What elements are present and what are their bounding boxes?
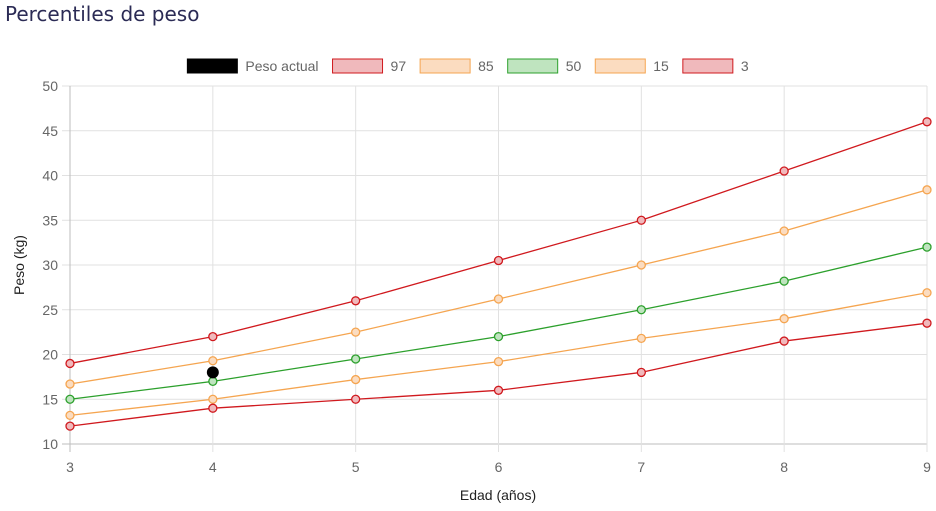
y-tick-label: 40 [42,168,58,184]
data-point [493,255,504,266]
series-3 [65,318,932,431]
legend-swatch [594,58,646,74]
legend-item-15[interactable]: 15 [594,58,669,74]
legend-item-peso-actual[interactable]: Peso actual [186,58,319,74]
data-point [65,358,75,369]
data-point [493,357,504,367]
data-point [208,394,218,404]
legend-swatch [186,58,238,74]
y-tick-label: 10 [42,436,58,452]
series-97 [65,117,932,369]
data-point [65,394,75,404]
data-point [636,260,646,270]
x-axis-title: Edad (años) [460,487,536,503]
legend-label: 50 [566,58,582,74]
data-point [493,385,504,395]
x-tick-label: 7 [637,459,645,475]
legend-item-97[interactable]: 97 [332,58,407,74]
data-point [208,376,218,387]
y-tick-label: 20 [42,347,58,363]
data-point [65,421,75,431]
x-tick-label: 3 [66,459,74,475]
data-point [922,185,932,195]
legend-item-85[interactable]: 85 [419,58,494,74]
data-point [779,314,789,324]
data-point [351,374,361,385]
data-point [65,379,75,389]
legend[interactable]: Peso actual 97 85 50 15 3 [186,58,749,74]
data-point [636,215,646,225]
y-tick-label: 45 [42,123,58,139]
x-tick-label: 6 [495,459,503,475]
data-point [779,276,789,286]
data-point [922,242,932,252]
data-point [779,336,789,346]
series-50 [65,242,932,404]
data-point [351,327,361,337]
legend-label: Peso actual [245,58,318,74]
series-lines [65,117,932,431]
legend-item-3[interactable]: 3 [682,58,749,74]
data-point [351,394,361,404]
x-tick-label: 4 [209,459,217,475]
y-tick-label: 35 [42,212,58,228]
data-point [779,166,789,176]
grid [62,85,928,452]
data-point [65,410,75,421]
series-15 [65,288,932,421]
data-point [779,226,789,236]
data-point [351,354,361,364]
legend-label: 3 [741,58,749,74]
y-tick-label: 30 [42,257,58,273]
x-tick-label: 8 [780,459,788,475]
y-tick-label: 15 [42,391,58,407]
data-point [208,356,218,366]
legend-swatch [332,58,384,74]
x-tick-label: 9 [923,459,931,475]
x-tick-label: 5 [352,459,360,475]
data-point [636,305,646,315]
legend-swatch [507,58,559,74]
legend-item-50[interactable]: 50 [507,58,582,74]
series-85 [65,185,932,389]
y-tick-label: 50 [42,78,58,94]
current-weight-point [206,366,219,379]
page-title: Percentiles de peso [5,2,200,26]
legend-label: 85 [478,58,494,74]
y-tick-label: 25 [42,302,58,318]
data-point [636,333,646,344]
data-point [922,117,932,127]
legend-swatch [419,58,471,74]
legend-label: 15 [653,58,669,74]
y-axis-title: Peso (kg) [11,235,27,295]
legend-swatch [682,58,734,74]
data-point [493,331,504,342]
data-point [922,288,932,298]
data-point [208,403,218,413]
legend-label: 97 [391,58,407,74]
data-point [636,367,646,378]
data-point [351,296,361,306]
data-point [493,294,504,304]
data-point [922,318,932,328]
data-point [208,331,218,342]
